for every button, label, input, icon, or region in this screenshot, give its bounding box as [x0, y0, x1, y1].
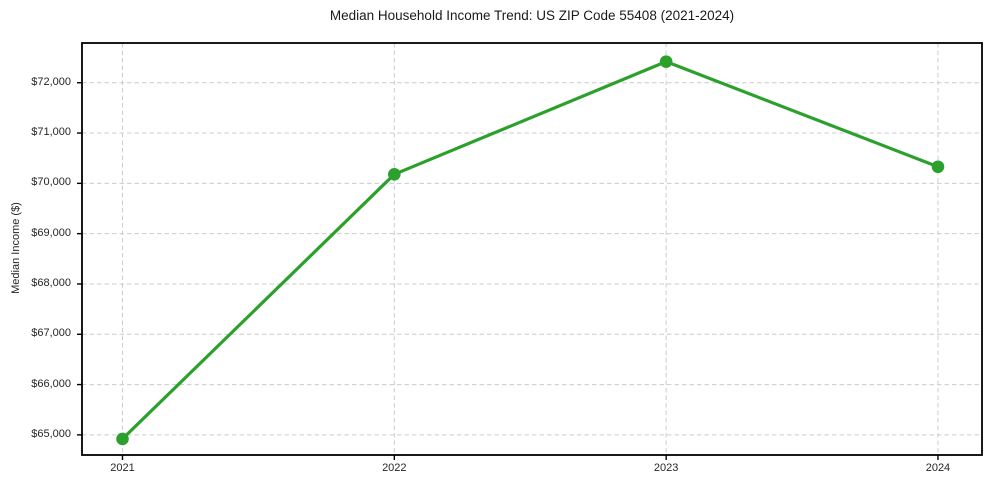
- y-tick-label: $71,000: [31, 126, 71, 139]
- plot-border: [81, 42, 983, 456]
- y-tick-label: $70,000: [31, 176, 71, 189]
- chart-title: Median Household Income Trend: US ZIP Co…: [329, 8, 735, 23]
- x-tick-label: 2024: [925, 462, 951, 474]
- y-tick-label: $67,000: [31, 327, 71, 340]
- x-tick-label: 2023: [653, 462, 679, 474]
- x-tick-label: 2021: [110, 462, 135, 474]
- x-tick-label: 2022: [382, 462, 407, 474]
- y-tick-label: $66,000: [31, 377, 71, 390]
- data-point-2021: [116, 432, 129, 446]
- y-tick-label: $68,000: [31, 276, 71, 289]
- data-point-2022: [388, 167, 401, 181]
- y-tick-label: $65,000: [31, 427, 71, 440]
- y-tick-label: $72,000: [31, 75, 71, 88]
- data-point-2023: [659, 55, 673, 68]
- data-point-2024: [931, 160, 945, 174]
- income-line-series: [120, 60, 940, 441]
- y-tick-label: $69,000: [31, 226, 71, 239]
